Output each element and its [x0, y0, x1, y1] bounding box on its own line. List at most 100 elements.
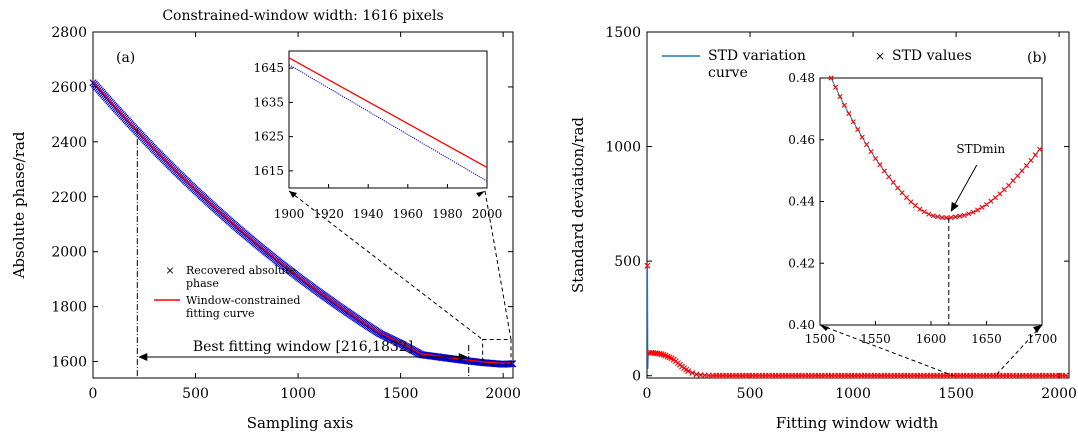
inset-b-data-point: [935, 214, 941, 220]
zoom-arrow-b-right: [1033, 325, 1042, 333]
inset-b: 1500 1550 1600 1650 1700 0.40 0.42 0.44 0.46 0.48…: [788, 71, 1057, 377]
inset-a-recovered-line: [288, 64, 488, 182]
inset-b-data-point: [1014, 173, 1021, 179]
inset-b-data-point: [908, 199, 914, 205]
inset-b-data-point: [903, 194, 910, 201]
axis-ticks-a: 0 500 1000 1500 2000 1600 1800 2000 2200 2400 2600…: [51, 25, 521, 402]
inset-a-x-tick-label: 1920: [313, 207, 344, 221]
window-arrow-head-right: [458, 353, 468, 361]
data-point-std: [656, 350, 663, 357]
y-tick-label-b: 500: [614, 254, 641, 270]
x-tick-label-a: 2000: [485, 386, 521, 402]
inset-b-data-point: [957, 213, 963, 219]
y-axis-label-b: Standard deviation/rad: [569, 117, 587, 293]
inset-b-points: [828, 75, 1043, 221]
stdmin-arrow-line: [951, 164, 978, 211]
inset-b-data-point: [1010, 178, 1016, 184]
inset-b-data-point: [1037, 146, 1043, 152]
series-std-values: [644, 262, 1069, 379]
y-tick-label-a: 2200: [51, 190, 87, 206]
inset-b-data-point: [975, 207, 981, 213]
inset-b-data-point: [855, 126, 861, 133]
legend-b: STD variation curve × STD values: [662, 48, 972, 81]
inset-b-data-point: [1006, 182, 1012, 189]
series-layer-b: [644, 262, 1069, 379]
axis-ticks-b: 0 500 1000 1500 2000 0 500 1000 1500: [605, 25, 1077, 402]
inset-a-y-tick-label: 1645: [253, 61, 284, 75]
x-tick-label-b: 1500: [938, 386, 974, 402]
data-point-recovered: [509, 360, 517, 368]
legend-a: × Recovered absolute phase Window-constra…: [154, 264, 300, 320]
x-tick-label-b: 1000: [835, 386, 871, 402]
x-tick-label-b: 0: [643, 386, 652, 402]
inset-b-y-tick-label: 0.42: [788, 256, 815, 270]
inset-b-data-point: [917, 206, 923, 212]
inset-b-data-point: [970, 209, 976, 215]
inset-b-data-point: [1032, 152, 1038, 158]
inset-b-data-point: [992, 195, 998, 201]
best-window-annotation: Best fitting window [216,1832]: [136, 128, 470, 378]
inset-b-data-point: [961, 212, 967, 218]
data-point-std: [685, 368, 692, 375]
y-tick-label-b: 1500: [605, 25, 641, 41]
inset-frame-b: [819, 77, 1043, 326]
inset-b-data-point: [997, 191, 1003, 197]
y-tick-label-b: 1000: [605, 140, 641, 156]
legend-marker-std-values: ×: [875, 49, 885, 63]
panel-label-a: (a): [116, 50, 135, 66]
inset-b-y-tick-label: 0.48: [788, 71, 815, 85]
inset-b-data-point: [943, 215, 950, 221]
inset-a-x-tick-label: 1980: [432, 207, 463, 221]
inset-b-data-point: [921, 209, 927, 215]
inset-b-data-point: [895, 185, 901, 191]
inset-b-data-point: [864, 141, 870, 148]
zoom-connector-a-left: [288, 190, 483, 340]
inset-b-data-point: [948, 214, 954, 221]
inset-a-x-tick-label: 1960: [393, 207, 424, 221]
x-tick-label-b: 2000: [1041, 386, 1077, 402]
x-tick-label-a: 1000: [280, 386, 316, 402]
inset-b-data-point: [926, 211, 932, 217]
inset-b-data-point: [912, 202, 919, 209]
window-annotation-text: Best fitting window [216,1832]: [193, 339, 413, 355]
y-tick-label-a: 1800: [51, 300, 87, 316]
window-arrow-head-left: [138, 353, 148, 361]
data-point-std: [689, 369, 696, 376]
zoom-arrow-a-right: [476, 191, 485, 197]
inset-b-data-point: [930, 213, 936, 219]
inset-b-y-tick-label: 0.40: [788, 318, 815, 332]
inset-a-x-tick-label: 2000: [472, 207, 503, 221]
inset-b-data-point: [868, 148, 874, 155]
data-point-std: [644, 262, 651, 269]
chart-title: Constrained-window width: 1616 pixels: [162, 8, 443, 24]
inset-b-data-point: [850, 119, 856, 125]
panel-label-b: (b): [1027, 50, 1047, 66]
inset-a: 1900 1920 1940 1960 1980 2000 1615 1625 1635 1645: [253, 50, 512, 365]
zoom-connector-b-left: [819, 324, 955, 377]
panel-a: Constrained-window width: 1616 pixels 0 5…: [10, 8, 521, 432]
x-tick-label-a: 500: [182, 386, 209, 402]
inset-a-x-tick-label: 1940: [353, 207, 384, 221]
panel-b: 0 500 1000 1500 2000 0 500 1000 1500 Fitting win…: [569, 25, 1077, 432]
inset-b-data-point: [828, 75, 834, 81]
inset-b-y-tick-label: 0.44: [788, 195, 815, 209]
legend-marker-recovered: ×: [165, 264, 174, 277]
zoom-arrow-b-left: [820, 325, 829, 331]
inset-a-y-tick-label: 1615: [253, 164, 284, 178]
inset-b-data-point: [952, 214, 959, 220]
y-tick-label-a: 1600: [51, 355, 87, 371]
inset-b-x-tick-label: 1600: [916, 332, 947, 346]
data-point-std: [1062, 372, 1069, 379]
y-tick-label-a: 2800: [51, 25, 87, 41]
x-axis-label-a: Sampling axis: [247, 414, 354, 432]
zoom-box-a: [482, 339, 512, 365]
series-fitting-curve: [92, 80, 514, 365]
legend-label-recovered: Recovered absolute phase: [186, 264, 296, 290]
inset-b-data-point: [832, 84, 839, 90]
inset-b-data-point: [1023, 163, 1030, 169]
stdmin-arrow-head: [950, 201, 959, 212]
inset-b-data-point: [881, 168, 887, 174]
inset-a-y-tick-label: 1625: [253, 130, 284, 144]
inset-b-data-point: [983, 201, 990, 208]
